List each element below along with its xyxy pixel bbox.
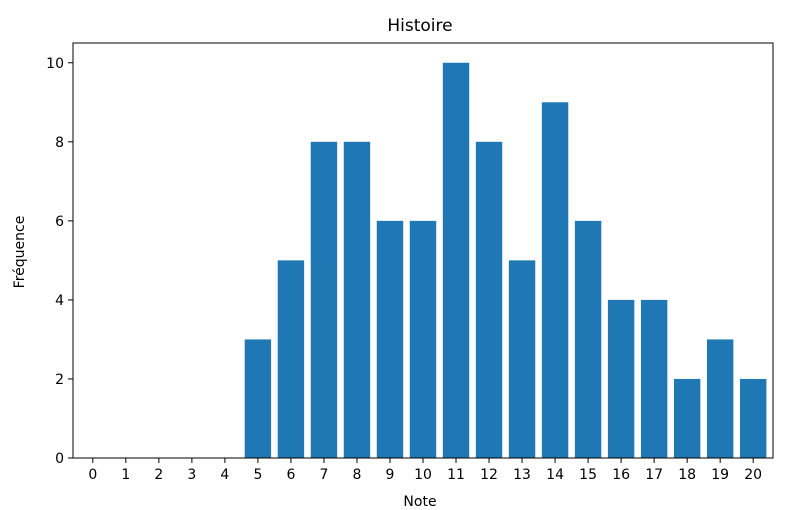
x-tick-label: 20 — [744, 467, 762, 483]
bar-16 — [607, 299, 635, 458]
bar-11 — [442, 62, 470, 459]
y-tick-label: 2 — [55, 372, 64, 388]
x-tick-label: 5 — [253, 467, 262, 483]
x-tick-label: 19 — [711, 467, 729, 483]
bar-5 — [244, 339, 272, 458]
x-tick-label: 15 — [579, 467, 597, 483]
y-tick-label: 10 — [46, 56, 64, 72]
y-tick-label: 4 — [55, 293, 64, 309]
y-axis-label: Fréquence — [12, 216, 28, 289]
x-tick-label: 2 — [154, 467, 163, 483]
chart-title: Histoire — [387, 16, 452, 36]
bar-18 — [673, 378, 701, 458]
y-tick-label: 8 — [55, 135, 64, 151]
plot-frame — [72, 42, 774, 459]
bar-20 — [739, 378, 767, 458]
x-axis-ticks: 0 1 2 3 4 5 6 7 8 9 10 11 12 13 14 15 16 17 18 19 20 — [88, 458, 762, 483]
bar-14 — [541, 102, 569, 459]
x-tick-label: 16 — [612, 467, 630, 483]
bar-19 — [706, 339, 734, 458]
y-tick-label: 6 — [55, 214, 64, 230]
bar-12 — [475, 141, 503, 459]
x-tick-label: 17 — [645, 467, 663, 483]
x-tick-label: 10 — [414, 467, 432, 483]
x-tick-label: 0 — [88, 467, 97, 483]
bar-8 — [343, 141, 371, 459]
x-tick-label: 4 — [220, 467, 229, 483]
x-tick-label: 3 — [187, 467, 196, 483]
y-axis-ticks: 0 2 4 6 8 10 — [46, 56, 73, 467]
x-tick-label: 6 — [286, 467, 295, 483]
x-axis-label: Note — [403, 494, 436, 510]
bar-10 — [409, 220, 437, 458]
x-tick-label: 13 — [513, 467, 531, 483]
y-tick-label: 0 — [55, 451, 64, 467]
bar-7 — [310, 141, 338, 459]
bar-6 — [277, 260, 305, 458]
x-tick-label: 1 — [121, 467, 130, 483]
bars-group — [244, 62, 767, 459]
bar-15 — [574, 220, 602, 458]
x-tick-label: 12 — [480, 467, 498, 483]
bar-13 — [508, 260, 536, 458]
x-tick-label: 8 — [353, 467, 362, 483]
x-tick-label: 11 — [447, 467, 465, 483]
bar-9 — [376, 220, 404, 458]
bar-17 — [640, 299, 668, 458]
x-tick-label: 7 — [319, 467, 328, 483]
x-tick-label: 9 — [386, 467, 395, 483]
x-tick-label: 18 — [678, 467, 696, 483]
x-tick-label: 14 — [546, 467, 564, 483]
